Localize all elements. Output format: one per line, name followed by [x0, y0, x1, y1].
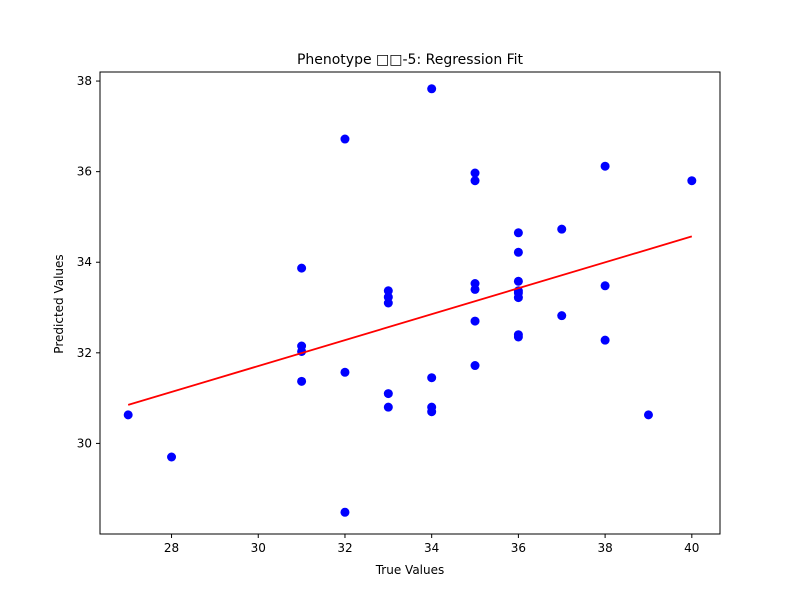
x-tick-label: 36 — [511, 541, 526, 555]
axes-frame — [99, 71, 721, 535]
x-tick-label: 28 — [164, 541, 179, 555]
x-tick-label: 40 — [684, 541, 699, 555]
x-tick-label: 32 — [337, 541, 352, 555]
x-tick-label: 38 — [597, 541, 612, 555]
data-point — [297, 376, 307, 386]
data-point — [383, 298, 393, 308]
y-tick-label: 32 — [77, 346, 92, 360]
x-tick-label: 30 — [251, 541, 266, 555]
data-point — [427, 84, 437, 94]
data-point — [600, 335, 610, 345]
data-point — [600, 161, 610, 171]
data-point — [513, 293, 523, 303]
data-point — [340, 367, 350, 377]
data-point — [513, 228, 523, 238]
data-point — [470, 168, 480, 178]
data-point — [600, 281, 610, 291]
x-axis-label: True Values — [375, 563, 445, 577]
y-tick-label: 34 — [77, 255, 92, 269]
data-point — [513, 247, 523, 257]
y-tick-label: 38 — [77, 74, 92, 88]
data-point — [470, 284, 480, 294]
x-tick-label: 34 — [424, 541, 439, 555]
y-axis-label: Predicted Values — [52, 254, 66, 353]
data-point — [167, 452, 177, 462]
data-point — [340, 507, 350, 517]
data-point — [513, 276, 523, 286]
plot-area — [123, 84, 697, 517]
data-point — [513, 332, 523, 342]
data-point — [123, 410, 133, 420]
data-point — [557, 224, 567, 234]
data-point — [383, 389, 393, 399]
axes: 28 30 32 34 36 38 40 30 32 34 36 38 — [77, 71, 721, 555]
y-tick-label: 36 — [77, 165, 92, 179]
data-point — [340, 134, 350, 144]
data-point — [470, 361, 480, 371]
data-point — [427, 373, 437, 383]
data-point — [470, 316, 480, 326]
data-point — [557, 311, 567, 321]
data-point — [383, 402, 393, 412]
data-point — [427, 407, 437, 417]
data-point — [383, 286, 393, 296]
chart-title: Phenotype □□-5: Regression Fit — [297, 52, 524, 68]
data-point — [470, 176, 480, 186]
data-point — [643, 410, 653, 420]
data-point — [687, 176, 697, 186]
data-point — [297, 263, 307, 273]
y-tick-label: 30 — [77, 436, 92, 450]
regression-line — [127, 235, 693, 406]
